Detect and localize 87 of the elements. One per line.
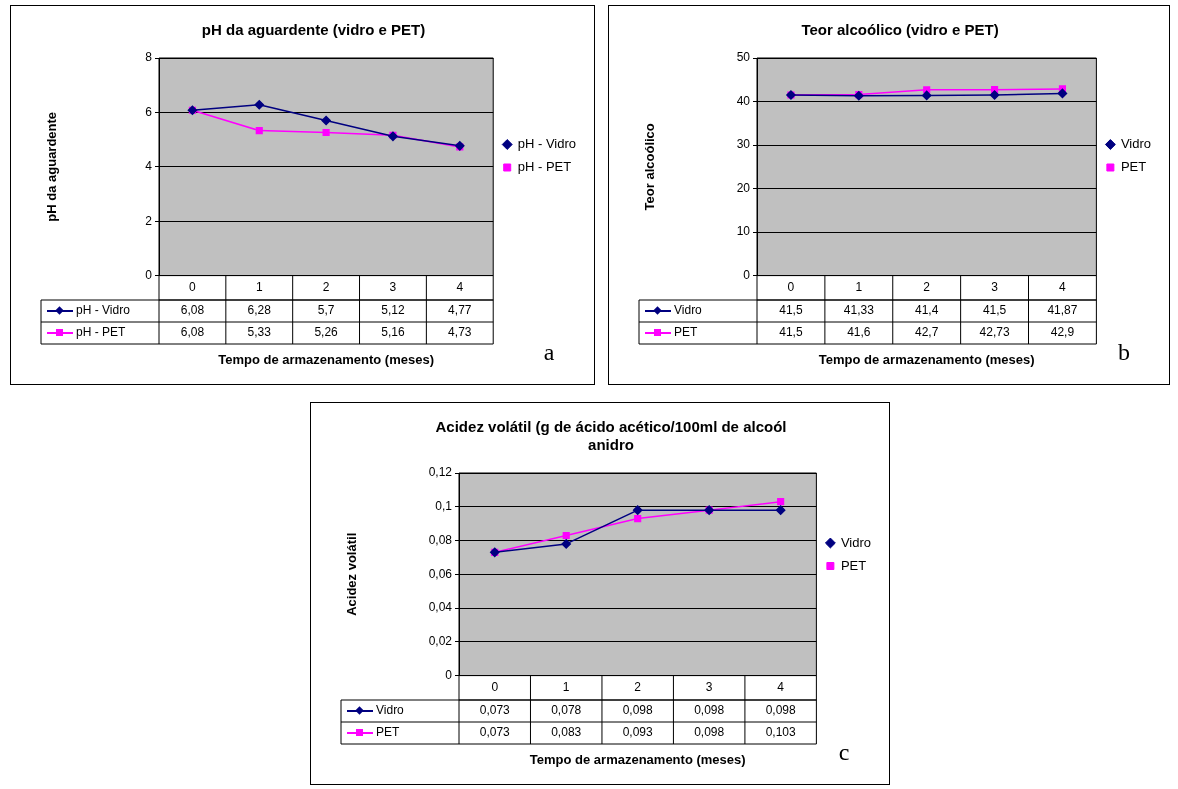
chart-title: pH da aguardente (vidro e PET)	[201, 21, 426, 39]
data-label: 42,73	[979, 325, 1010, 340]
legend-label: pH - PET	[517, 159, 572, 175]
data-label: 0,073	[479, 725, 511, 740]
data-label: 0,103	[765, 725, 796, 740]
x-tick-label: 2	[923, 280, 931, 295]
y-tick-label: 30	[736, 137, 751, 152]
x-tick-label: 0	[787, 280, 795, 295]
legend-label: Vidro	[1120, 136, 1152, 152]
y-tick-label: 0,06	[428, 566, 453, 581]
data-label: 41,5	[779, 325, 803, 340]
chart-title: Acidez volátil (g de ácido acético/100ml de alcoól anidro	[435, 418, 787, 454]
x-axis-title: Tempo de armazenamento (meses)	[218, 351, 434, 367]
x-axis-title: Tempo de armazenamento (meses)	[818, 351, 1035, 367]
data-label: 41,5	[779, 303, 803, 318]
y-tick-label: 4	[145, 159, 153, 174]
data-label: 5,33	[247, 325, 272, 340]
text: c	[838, 739, 850, 766]
text: pH - PET	[76, 325, 126, 340]
data-label: 0,073	[479, 703, 511, 718]
data-label: 41,33	[843, 303, 875, 318]
y-tick-label: 40	[736, 93, 751, 108]
text: Vidro	[674, 303, 702, 318]
data-label: 4,73	[448, 325, 472, 340]
data-label: 41,6	[847, 325, 871, 340]
data-label: 41,4	[915, 303, 939, 318]
legend-label: PET	[1120, 159, 1147, 175]
y-tick-label: 0	[145, 267, 153, 282]
x-tick-label: 2	[634, 680, 642, 695]
legend-label: Vidro	[840, 534, 872, 550]
y-tick-label: 0,04	[428, 600, 453, 615]
data-label: 6,08	[180, 325, 205, 340]
x-tick-label: 1	[255, 280, 263, 295]
text: PET	[674, 325, 698, 340]
text: pH - Vidro	[76, 303, 130, 318]
y-tick-label: 20	[736, 180, 751, 195]
x-tick-label: 3	[991, 280, 999, 295]
y-tick-label: 0,08	[428, 532, 453, 547]
data-label: 42,9	[1050, 325, 1075, 340]
x-tick-label: 0	[491, 680, 499, 695]
x-tick-label: 4	[456, 280, 464, 295]
data-label: 5,7	[317, 303, 335, 318]
data-label: 0,093	[622, 725, 654, 740]
text: b	[1118, 339, 1130, 366]
text: a	[543, 339, 555, 366]
chart-title: Teor alcoólico (vidro e PET)	[801, 21, 999, 39]
data-label: 0,078	[551, 703, 582, 718]
data-label: 0,098	[622, 703, 654, 718]
legend-label: PET	[840, 557, 867, 573]
data-label: 0,083	[551, 725, 582, 740]
text: PET	[376, 725, 400, 740]
x-tick-label: 0	[189, 280, 197, 295]
data-label: 42,7	[915, 325, 939, 340]
data-label: 4,77	[448, 303, 472, 318]
y-tick-label: 0,1	[435, 499, 453, 514]
data-label: 41,5	[982, 303, 1007, 318]
data-label: 5,16	[381, 325, 405, 340]
data-label: 0,098	[694, 725, 725, 740]
x-tick-label: 2	[322, 280, 330, 295]
x-tick-label: 4	[1059, 280, 1067, 295]
x-tick-label: 1	[855, 280, 863, 295]
data-label: 5,26	[314, 325, 339, 340]
y-tick-label: 10	[736, 224, 751, 239]
y-tick-label: 50	[736, 50, 751, 65]
x-tick-label: 1	[562, 680, 570, 695]
data-label: 0,098	[765, 703, 796, 718]
legend-label: pH - Vidro	[517, 136, 577, 152]
text: Vidro	[376, 703, 404, 718]
y-tick-label: 6	[145, 104, 153, 119]
y-tick-label: 0,02	[428, 634, 453, 649]
x-tick-label: 3	[705, 680, 713, 695]
data-label: 5,12	[381, 303, 405, 318]
data-label: 41,87	[1047, 303, 1078, 318]
y-tick-label: 0,12	[428, 465, 453, 480]
y-tick-label: 0	[445, 667, 453, 682]
data-label: 6,28	[247, 303, 272, 318]
y-tick-label: 0	[743, 267, 751, 282]
y-axis-title: pH da aguardente	[44, 111, 60, 222]
data-label: 0,098	[694, 703, 725, 718]
x-tick-label: 3	[389, 280, 397, 295]
y-axis-title: Acidez volátil	[344, 532, 360, 616]
y-tick-label: 8	[145, 50, 153, 65]
data-label: 6,08	[180, 303, 205, 318]
y-axis-title: Teor alcoólico	[642, 123, 658, 211]
x-tick-label: 4	[777, 680, 785, 695]
x-axis-title: Tempo de armazenamento (meses)	[529, 751, 746, 767]
y-tick-label: 2	[145, 213, 153, 228]
